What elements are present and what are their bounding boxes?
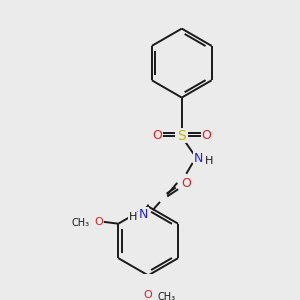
Text: O: O	[182, 177, 191, 190]
Text: H: H	[129, 212, 137, 222]
Text: O: O	[94, 217, 103, 227]
Text: O: O	[152, 129, 162, 142]
Text: CH₃: CH₃	[157, 292, 176, 300]
Text: O: O	[201, 129, 211, 142]
Text: O: O	[144, 290, 153, 300]
Text: S: S	[177, 129, 186, 143]
Text: CH₃: CH₃	[71, 218, 89, 228]
Text: H: H	[205, 156, 213, 166]
Text: N: N	[194, 152, 203, 165]
Text: N: N	[139, 208, 148, 221]
